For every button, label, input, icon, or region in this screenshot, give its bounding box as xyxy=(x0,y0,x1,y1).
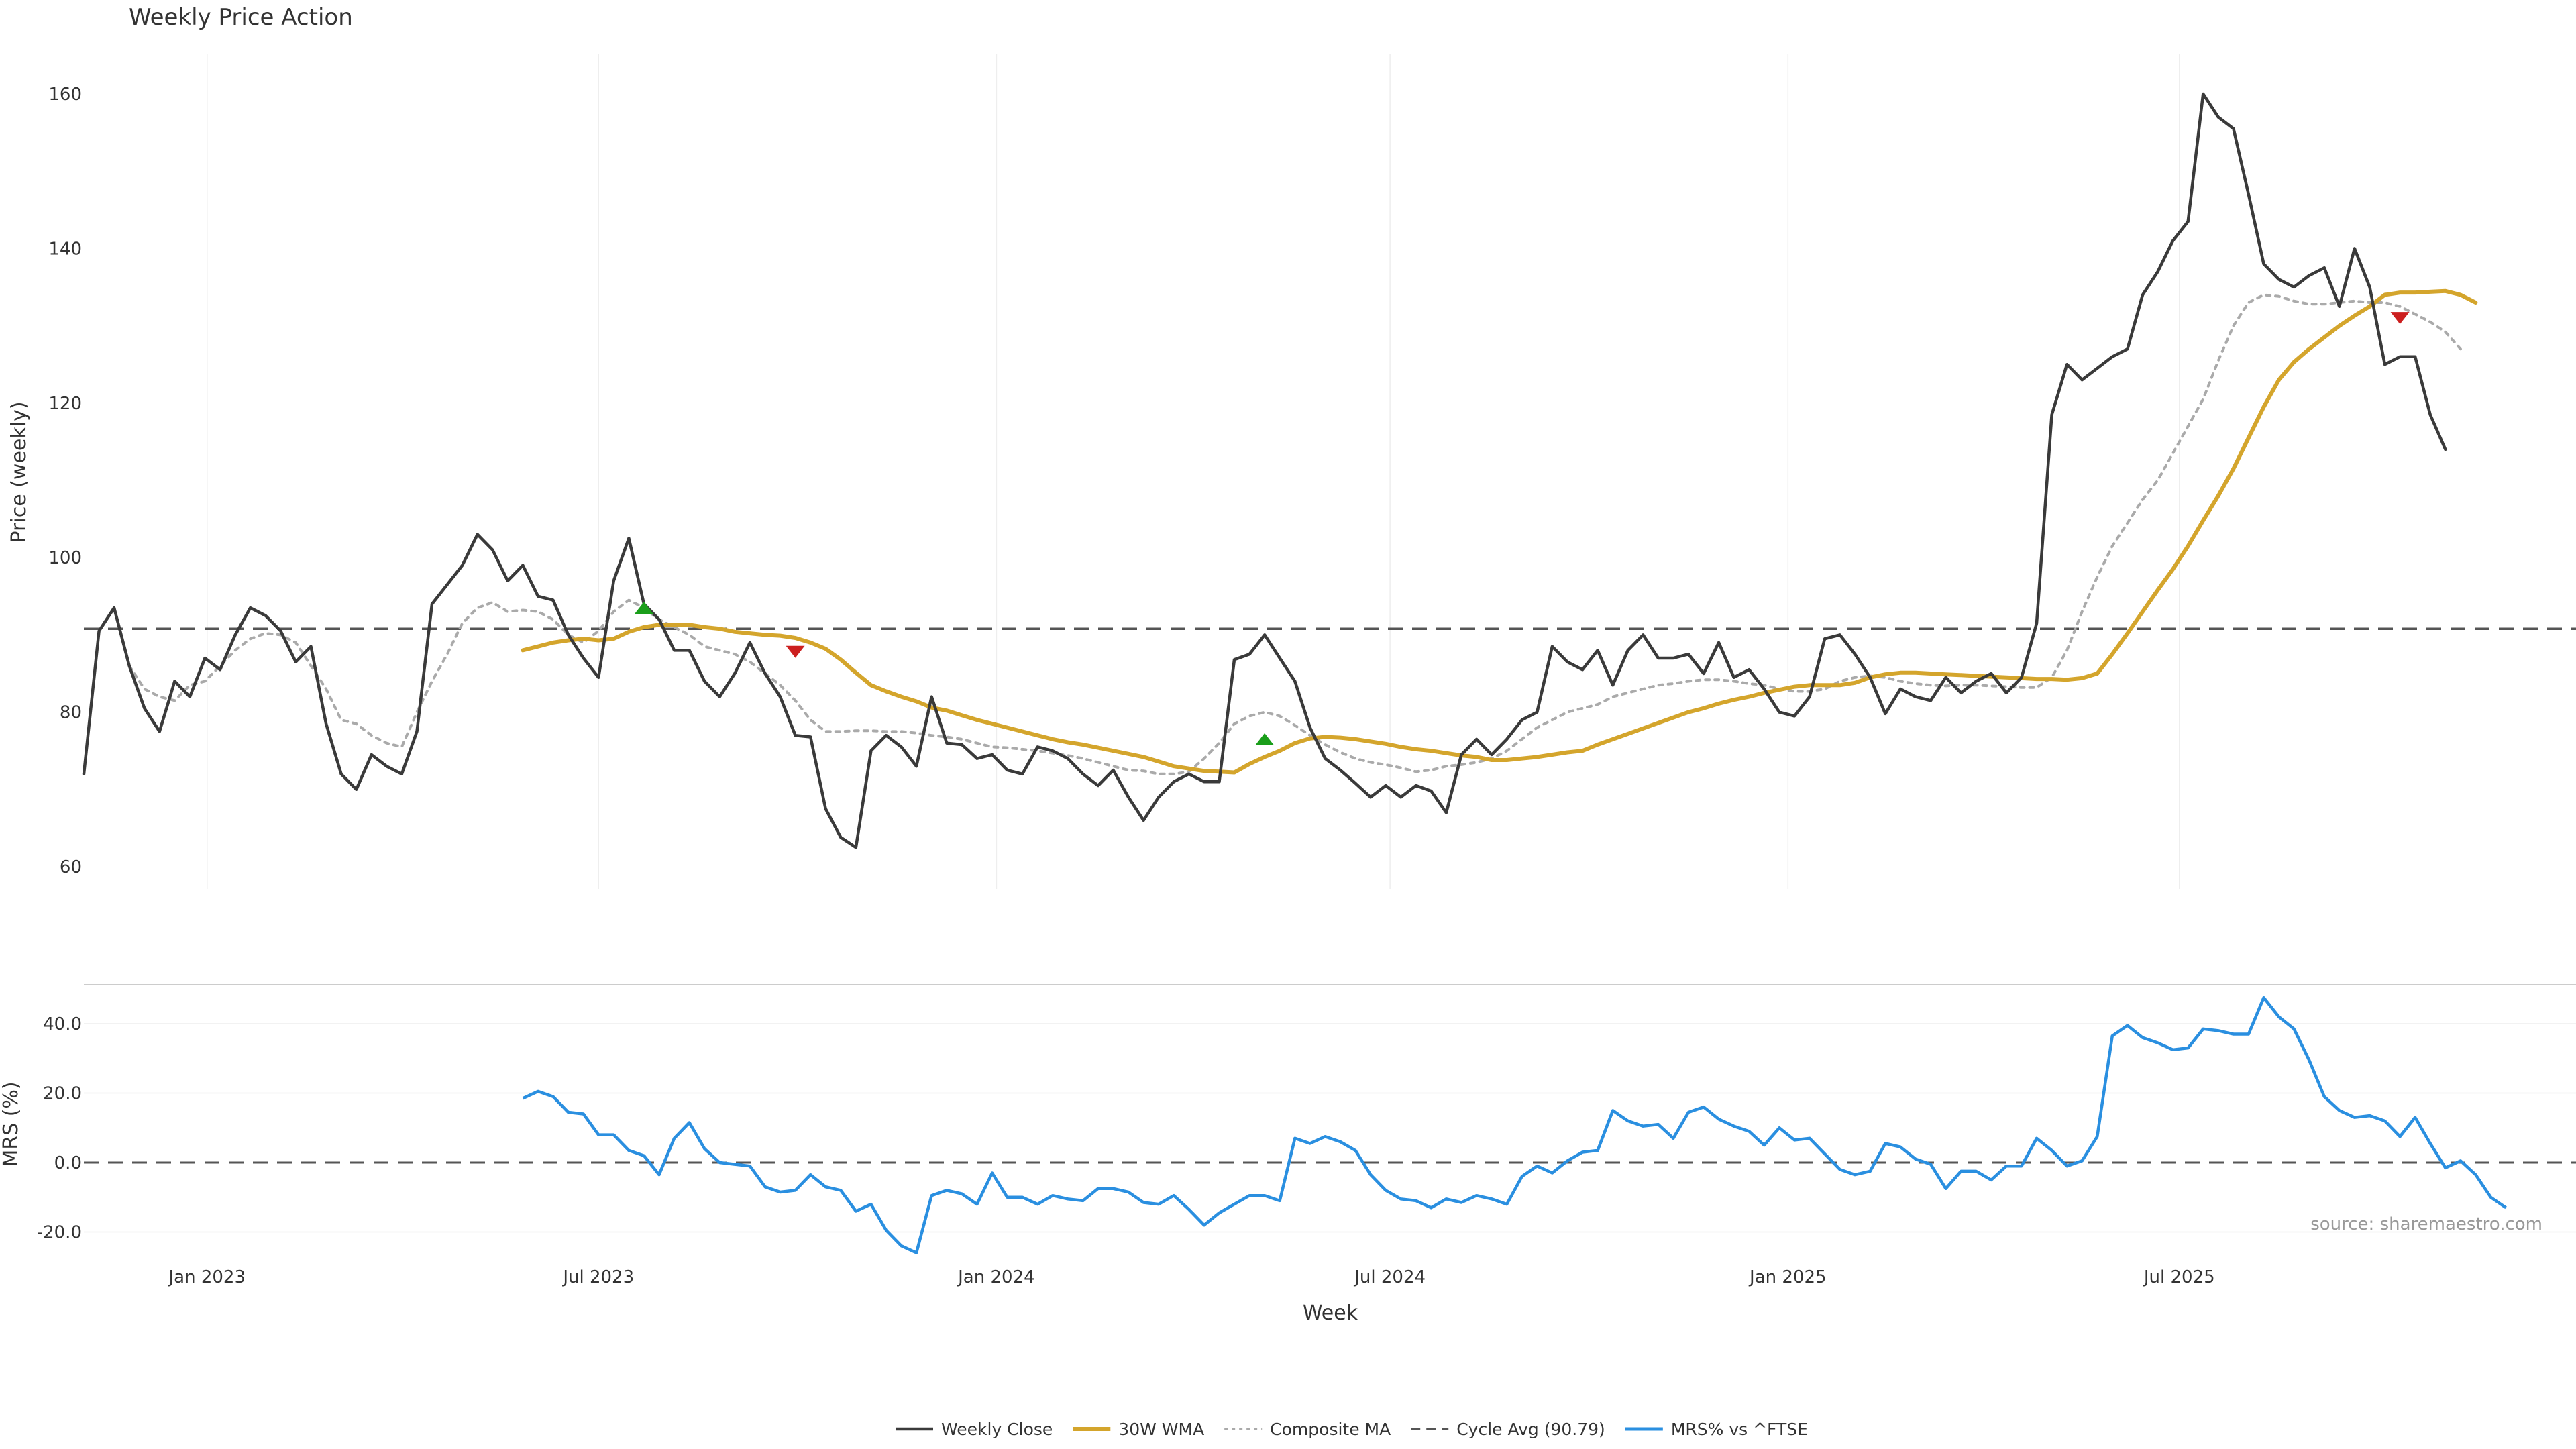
y-tick-label-price: 60 xyxy=(60,857,82,877)
y-tick-label-price: 100 xyxy=(48,548,82,568)
legend-label: Composite MA xyxy=(1270,1419,1391,1439)
legend-item: Cycle Avg (90.79) xyxy=(1411,1419,1605,1439)
chart-title: Weekly Price Action xyxy=(129,4,353,31)
legend-label: MRS% vs ^FTSE xyxy=(1671,1419,1808,1439)
y-tick-label-mrs: 20.0 xyxy=(43,1084,82,1104)
y-tick-label-price: 140 xyxy=(48,239,82,259)
y-tick-label-mrs: 40.0 xyxy=(43,1014,82,1034)
y-tick-label-mrs: 0.0 xyxy=(54,1153,82,1173)
x-tick-label: Jul 2023 xyxy=(561,1267,634,1287)
sell-signal-marker xyxy=(2390,312,2410,325)
legend-label: 30W WMA xyxy=(1118,1419,1204,1439)
x-axis: Jan 2023 Jul 2023 Jan 2024 Jul 2024 Jan 2025… xyxy=(167,1267,2214,1287)
legend: Weekly Close 30W WMA Composite MA Cycle Avg… xyxy=(896,1419,1808,1439)
y-axis-label-price: Price (weekly) xyxy=(7,401,31,543)
y-tick-label-price: 120 xyxy=(48,394,82,414)
mrs-panel: -20.0 0.0 20.0 40.0 xyxy=(37,984,2576,1254)
composite-ma-line xyxy=(127,293,2462,775)
x-tick-label: Jul 2024 xyxy=(1353,1267,1426,1287)
legend-item: Weekly Close xyxy=(896,1419,1053,1439)
legend-item: Composite MA xyxy=(1224,1419,1391,1439)
legend-item: MRS% vs ^FTSE xyxy=(1625,1419,1808,1439)
sell-signal-marker xyxy=(786,645,805,658)
legend-label: Cycle Avg (90.79) xyxy=(1456,1419,1605,1439)
y-tick-label-price: 160 xyxy=(48,85,82,105)
wma-30w-line xyxy=(521,288,2478,775)
x-tick-label: Jan 2024 xyxy=(957,1267,1035,1287)
legend-label: Weekly Close xyxy=(941,1419,1053,1439)
weekly-close-line xyxy=(82,92,2447,849)
source-note: source: sharemaestro.com xyxy=(2310,1214,2542,1234)
x-tick-label: Jan 2025 xyxy=(1748,1267,1827,1287)
y-tick-label-mrs: -20.0 xyxy=(37,1223,82,1243)
price-panel: 60 80 100 120 140 160 xyxy=(48,54,2576,889)
buy-signal-marker xyxy=(634,602,653,614)
x-tick-label: Jul 2025 xyxy=(2143,1267,2215,1287)
buy-signal-marker xyxy=(1255,733,1275,745)
x-axis-label: Week xyxy=(1303,1301,1358,1325)
mrs-line xyxy=(522,996,2507,1254)
y-axis-label-mrs: MRS (%) xyxy=(0,1081,23,1167)
legend-item: 30W WMA xyxy=(1073,1419,1204,1439)
x-tick-label: Jan 2023 xyxy=(167,1267,246,1287)
y-tick-label-price: 80 xyxy=(60,703,82,723)
